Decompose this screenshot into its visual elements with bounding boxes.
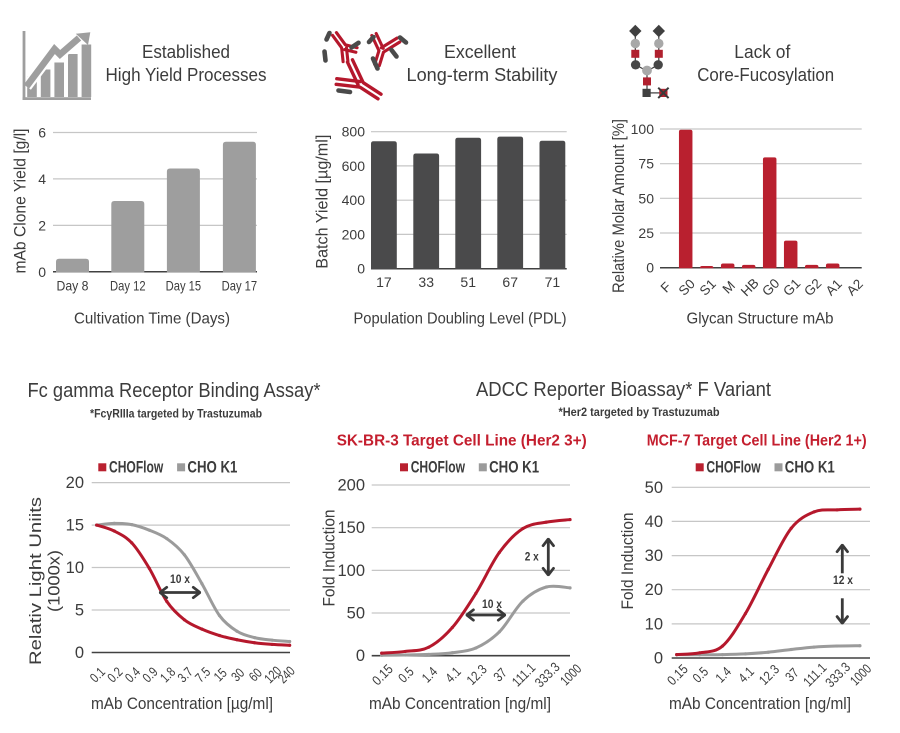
svg-text:10: 10 — [645, 615, 663, 633]
svg-text:Lack of: Lack of — [734, 42, 791, 62]
svg-text:mAb Concentration [ng/ml]: mAb Concentration [ng/ml] — [369, 694, 551, 713]
svg-text:50: 50 — [645, 479, 663, 497]
svg-text:CHO K1: CHO K1 — [785, 458, 835, 476]
svg-text:Fold Induction: Fold Induction — [619, 513, 637, 610]
svg-text:0: 0 — [75, 644, 84, 662]
svg-text:150: 150 — [337, 519, 365, 537]
svg-text:17: 17 — [376, 274, 392, 290]
svg-text:Fc gamma Receptor Binding Assa: Fc gamma Receptor Binding Assay* — [28, 380, 321, 402]
svg-text:15: 15 — [66, 517, 84, 535]
svg-text:Day 8: Day 8 — [57, 278, 89, 294]
svg-text:75: 75 — [638, 156, 654, 172]
svg-text:CHO K1: CHO K1 — [489, 458, 539, 476]
svg-text:25: 25 — [638, 225, 654, 241]
svg-text:12 x: 12 x — [833, 575, 854, 587]
svg-text:(1000x): (1000x) — [45, 550, 64, 612]
svg-text:0: 0 — [646, 260, 654, 276]
svg-text:Day 15: Day 15 — [166, 278, 202, 294]
svg-text:mAb Concentration [ng/ml]: mAb Concentration [ng/ml] — [669, 694, 851, 713]
svg-text:Cultivation Time (Days): Cultivation Time (Days) — [74, 311, 230, 328]
svg-text:10 x: 10 x — [170, 574, 191, 586]
svg-text:Day 17: Day 17 — [222, 278, 258, 294]
svg-text:0: 0 — [654, 650, 663, 668]
svg-text:mAb Clone Yield [g/l]: mAb Clone Yield [g/l] — [11, 129, 30, 274]
svg-text:Glycan Structure mAb: Glycan Structure mAb — [687, 311, 834, 328]
svg-text:*Her2 targeted by Trastuzumab: *Her2 targeted by Trastuzumab — [559, 405, 720, 419]
svg-text:800: 800 — [342, 124, 366, 140]
svg-text:High Yield Processes: High Yield Processes — [106, 65, 267, 85]
svg-text:SK-BR-3 Target Cell Line (Her2: SK-BR-3 Target Cell Line (Her2 3+) — [337, 432, 587, 449]
svg-text:Population Doubling Level (PDL: Population Doubling Level (PDL) — [354, 311, 567, 328]
svg-text:5: 5 — [75, 602, 84, 620]
svg-text:Established: Established — [142, 42, 230, 62]
svg-text:400: 400 — [342, 192, 366, 208]
svg-text:6: 6 — [38, 125, 46, 141]
svg-text:Batch Yield [µg/ml]: Batch Yield [µg/ml] — [313, 135, 332, 269]
svg-text:600: 600 — [342, 158, 366, 174]
svg-text:mAb Concentration [µg/ml]: mAb Concentration [µg/ml] — [91, 694, 273, 713]
svg-text:Fold Induction: Fold Induction — [321, 510, 339, 607]
svg-text:10: 10 — [66, 559, 84, 577]
svg-text:Relative Molar Amount [%]: Relative Molar Amount [%] — [609, 119, 628, 293]
svg-text:100: 100 — [631, 121, 655, 137]
svg-text:71: 71 — [545, 274, 561, 290]
svg-text:CHOFlow: CHOFlow — [706, 458, 760, 476]
svg-text:40: 40 — [645, 513, 663, 531]
svg-text:0: 0 — [38, 264, 46, 280]
svg-text:Long-term Stability: Long-term Stability — [407, 65, 558, 85]
svg-text:0: 0 — [356, 647, 365, 665]
svg-text:ADCC Reporter Bioassay* F Vari: ADCC Reporter Bioassay* F Variant — [476, 379, 771, 401]
svg-text:100: 100 — [337, 562, 365, 580]
svg-text:CHOFlow: CHOFlow — [109, 458, 163, 476]
svg-text:Excellent: Excellent — [444, 42, 516, 62]
svg-text:*FcγRIIIa targeted by Trastuzu: *FcγRIIIa targeted by Trastuzumab — [90, 407, 262, 421]
svg-text:CHO K1: CHO K1 — [187, 458, 237, 476]
svg-text:33: 33 — [418, 274, 434, 290]
svg-text:20: 20 — [66, 474, 84, 492]
svg-text:4: 4 — [38, 171, 46, 187]
svg-text:2 x: 2 x — [525, 552, 540, 564]
svg-text:200: 200 — [337, 477, 365, 495]
svg-text:CHOFlow: CHOFlow — [411, 458, 465, 476]
svg-text:0: 0 — [357, 261, 365, 277]
svg-text:30: 30 — [645, 547, 663, 565]
svg-text:20: 20 — [645, 581, 663, 599]
svg-text:50: 50 — [347, 605, 365, 623]
svg-text:Core-Fucosylation: Core-Fucosylation — [697, 65, 834, 85]
svg-text:Relativ Light Uniits: Relativ Light Uniits — [26, 497, 45, 665]
svg-text:Day 12: Day 12 — [110, 278, 146, 294]
svg-text:MCF-7 Target Cell Line (Her2 1: MCF-7 Target Cell Line (Her2 1+) — [647, 432, 867, 449]
svg-text:10 x: 10 x — [482, 599, 503, 611]
svg-text:200: 200 — [342, 226, 366, 242]
svg-text:67: 67 — [502, 274, 518, 290]
svg-text:2: 2 — [38, 217, 46, 233]
svg-text:50: 50 — [638, 190, 654, 206]
svg-text:51: 51 — [460, 274, 476, 290]
